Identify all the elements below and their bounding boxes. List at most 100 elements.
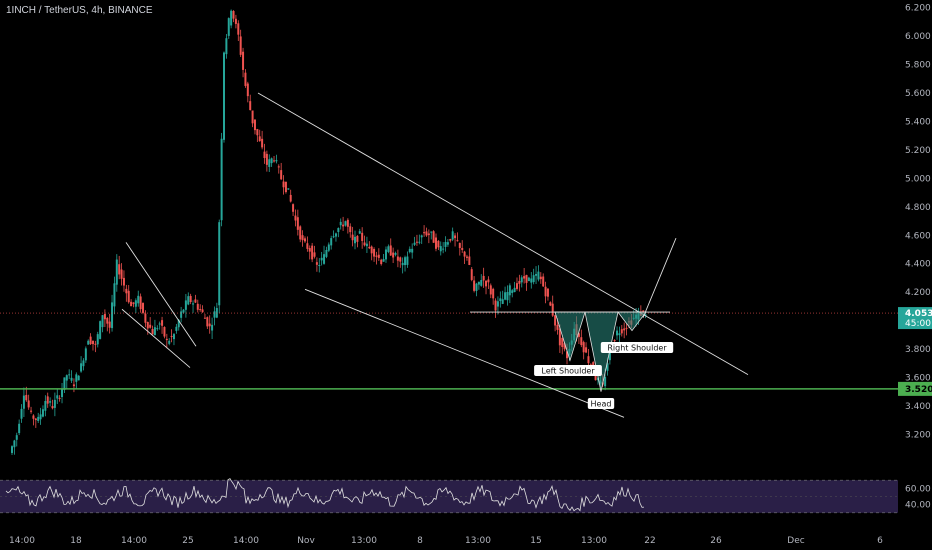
candle-body	[384, 249, 387, 260]
candle-body	[144, 313, 147, 323]
candle-body	[365, 243, 368, 247]
rsi-tick-label: 40.00	[905, 501, 931, 511]
candle-body	[401, 262, 404, 266]
candle-body	[587, 356, 590, 364]
candle-body	[463, 251, 466, 257]
candle-body	[430, 231, 433, 233]
candle-body	[325, 249, 328, 257]
candle-body	[387, 246, 390, 252]
x-axis[interactable]: 14:00 18 14:00 25 14:00 Nov 13:00 8 13:00 15 13:00…	[9, 536, 883, 546]
y-axis[interactable]: 6.200 6.000 5.800 5.600 5.400 5.200 5.000 4.800…	[898, 4, 932, 511]
candle-body	[39, 414, 42, 420]
candle-body	[427, 233, 430, 236]
candle-body	[282, 181, 285, 188]
candle-body	[84, 348, 87, 361]
x-tick-label: 8	[417, 536, 423, 546]
x-tick-label: 18	[70, 536, 82, 546]
candle-body	[234, 18, 237, 24]
candle-body	[330, 238, 333, 246]
candle-body	[44, 401, 47, 411]
candle-body	[561, 337, 564, 348]
candle-body	[292, 204, 295, 212]
candle-body	[149, 324, 152, 328]
candle-body	[563, 343, 566, 350]
candle-body	[170, 335, 173, 337]
y-tick-label: 4.200	[905, 288, 931, 298]
candle-body	[280, 170, 283, 180]
candle-body	[608, 346, 611, 361]
candle-body	[137, 295, 140, 304]
candle-body	[194, 299, 197, 303]
candle-body	[127, 290, 130, 303]
last-price-label: 4.053	[905, 309, 932, 319]
candle-body	[311, 245, 314, 260]
candle-body	[344, 221, 347, 226]
candle-body	[382, 259, 385, 262]
candle-body	[361, 232, 364, 241]
candle-body	[158, 323, 161, 325]
candle-body	[246, 83, 249, 97]
candle-body	[496, 301, 499, 307]
candle-body	[358, 231, 361, 234]
candle-body	[156, 328, 159, 330]
y-tick-label: 4.600	[905, 231, 931, 241]
candle-body	[206, 317, 209, 327]
candle-body	[566, 351, 569, 359]
y-tick-label: 3.600	[905, 374, 931, 384]
candle-body	[454, 235, 457, 239]
y-tick-label: 4.800	[905, 203, 931, 213]
candle-body	[134, 300, 137, 307]
candle-body	[227, 18, 230, 36]
candle-body	[115, 259, 118, 285]
candle-body	[265, 153, 268, 165]
candle-body	[218, 222, 221, 306]
candle-body	[58, 397, 61, 399]
candle-body	[294, 215, 297, 221]
candle-body	[473, 280, 476, 291]
candle-body	[258, 136, 261, 142]
candle-body	[480, 280, 483, 286]
candle-body	[461, 247, 464, 250]
candle-body	[130, 301, 133, 307]
candle-body	[180, 311, 183, 318]
candle-body	[489, 285, 492, 295]
candle-body	[465, 256, 468, 258]
y-tick-label: 3.400	[905, 402, 931, 412]
candle-body	[625, 327, 628, 329]
candle-body	[392, 252, 395, 258]
candle-body	[30, 410, 33, 412]
candle-body	[118, 264, 121, 275]
candle-body	[261, 138, 264, 148]
candle-body	[539, 276, 542, 280]
candle-body	[475, 283, 478, 291]
support-price-label: 3.520	[905, 385, 932, 395]
candle-body	[468, 256, 471, 266]
candle-body	[446, 242, 449, 245]
candle-body	[523, 276, 526, 279]
candle-body	[318, 264, 321, 267]
candle-body	[396, 256, 399, 261]
candle-body	[108, 321, 111, 328]
candle-body	[253, 119, 256, 131]
candle-body	[120, 269, 123, 279]
candle-body	[485, 280, 488, 287]
candle-body	[199, 309, 202, 311]
candle-body	[273, 160, 276, 162]
x-tick-label: Nov	[297, 536, 315, 546]
flag-lower-line	[121, 308, 191, 368]
candle-body	[585, 347, 588, 353]
candle-body	[46, 396, 49, 404]
candle-body	[413, 242, 416, 245]
channel-lower-line	[304, 288, 625, 418]
candle-body	[532, 275, 535, 283]
support-price-tag	[898, 381, 932, 396]
candle-body	[201, 309, 204, 313]
candle-body	[439, 246, 442, 252]
candle-body	[530, 278, 533, 283]
candle-body	[277, 166, 280, 168]
candle-body	[354, 236, 357, 244]
candle-body	[558, 328, 561, 346]
candle-body	[501, 299, 504, 304]
y-tick-label: 5.800	[905, 61, 931, 71]
